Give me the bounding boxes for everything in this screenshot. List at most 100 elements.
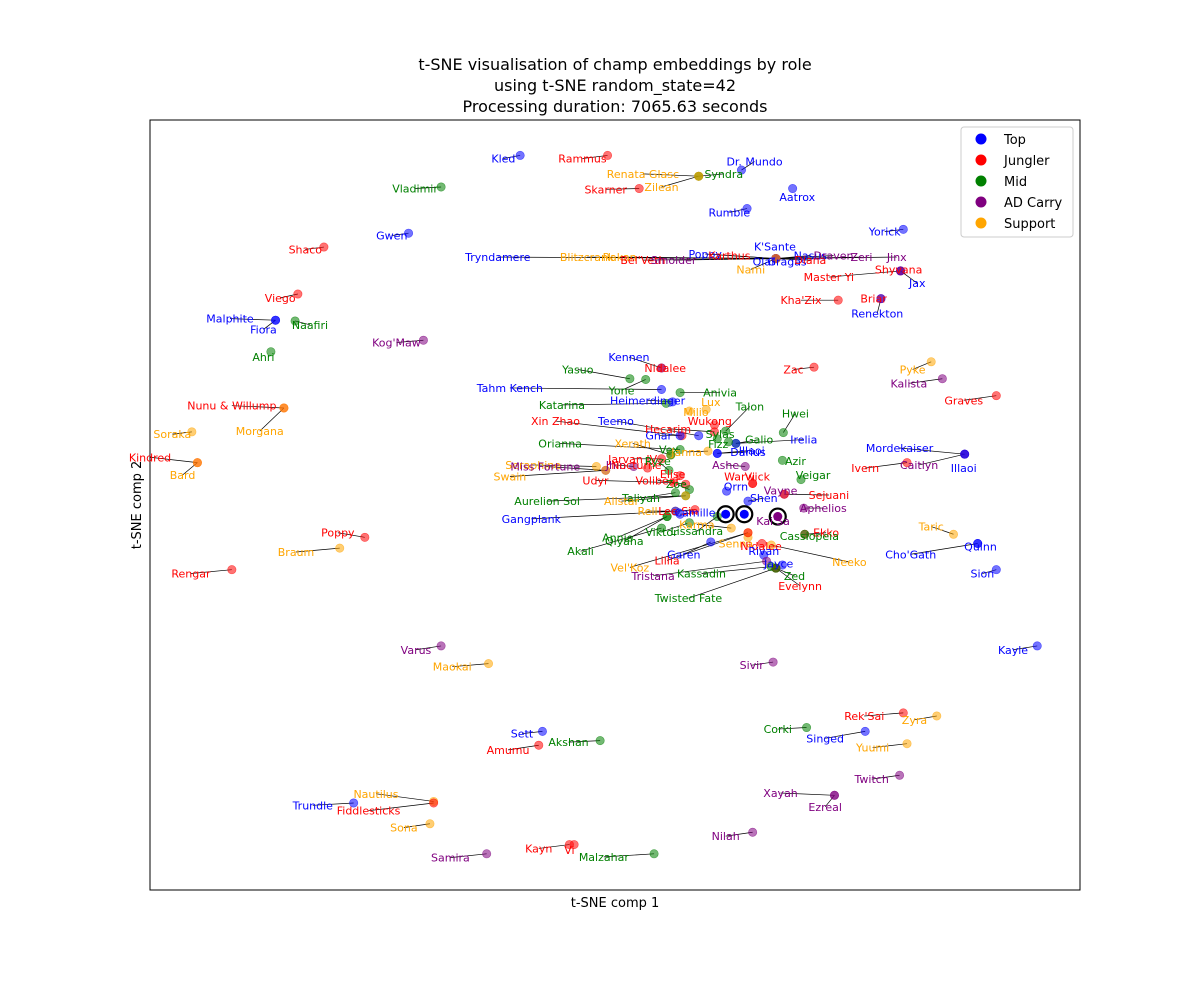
leader-line bbox=[580, 527, 662, 552]
leader-line bbox=[825, 731, 866, 739]
point-label: Hecarim bbox=[645, 423, 691, 436]
point-label: Jarvan IV bbox=[607, 453, 657, 466]
point-label: Kog'Maw bbox=[372, 337, 421, 350]
point-label: Xayah bbox=[763, 787, 798, 800]
data-point bbox=[706, 537, 716, 547]
point-label: Karthus bbox=[708, 250, 751, 263]
data-point bbox=[601, 465, 611, 475]
data-point bbox=[271, 315, 281, 325]
data-point bbox=[675, 471, 685, 481]
data-point bbox=[591, 461, 601, 471]
data-point bbox=[829, 790, 839, 800]
data-point bbox=[991, 565, 1001, 575]
data-point bbox=[656, 363, 666, 373]
data-point bbox=[723, 437, 733, 447]
leader-line bbox=[696, 523, 732, 529]
data-point bbox=[515, 150, 525, 160]
point-label: Shaco bbox=[289, 243, 323, 256]
point-label: Vex bbox=[659, 444, 679, 457]
point-label: Rengar bbox=[171, 568, 211, 581]
highlight-markers bbox=[716, 505, 787, 526]
data-point bbox=[484, 659, 494, 669]
data-point bbox=[898, 224, 908, 234]
leader-line bbox=[775, 256, 897, 259]
data-point bbox=[694, 431, 704, 441]
point-label: Nami bbox=[736, 263, 765, 276]
data-point bbox=[860, 726, 870, 736]
point-label: Aurelion Sol bbox=[514, 495, 580, 508]
point-label: Tristana bbox=[631, 570, 675, 583]
point-label: Smolder bbox=[651, 254, 697, 267]
point-label: Zac bbox=[783, 363, 803, 376]
leader-line bbox=[547, 495, 686, 502]
data-point bbox=[279, 403, 289, 413]
data-point bbox=[788, 184, 798, 194]
point-label: Orrn bbox=[724, 481, 748, 494]
point-label: Sona bbox=[390, 822, 417, 835]
data-point bbox=[1032, 641, 1042, 651]
point-label: Blitzcrank bbox=[560, 251, 615, 264]
data-point bbox=[187, 427, 197, 437]
point-label: Caitlyn bbox=[900, 459, 938, 472]
point-label: Diana bbox=[794, 254, 826, 267]
data-point bbox=[666, 450, 676, 460]
data-point bbox=[192, 458, 202, 468]
data-point bbox=[802, 723, 812, 733]
leader-line bbox=[735, 439, 804, 444]
point-label: Camille bbox=[674, 507, 715, 520]
point-label: Vladimir bbox=[392, 183, 438, 196]
point-label: Sett bbox=[511, 728, 534, 741]
data-point bbox=[960, 449, 970, 459]
data-point bbox=[703, 446, 713, 456]
legend-marker bbox=[975, 154, 987, 166]
data-point bbox=[290, 316, 300, 326]
highlight-point bbox=[739, 509, 749, 519]
point-label: Lux bbox=[701, 396, 721, 409]
data-point bbox=[656, 454, 666, 464]
point-label: Irelia bbox=[790, 434, 817, 447]
point-label: K'Sante bbox=[754, 240, 796, 253]
point-label: Mordekaiser bbox=[866, 442, 934, 455]
highlight-ring bbox=[735, 505, 754, 524]
data-point bbox=[779, 489, 789, 499]
point-label: Tryndamere bbox=[464, 251, 531, 264]
point-label: Kindred bbox=[129, 451, 171, 464]
leader-line bbox=[661, 522, 690, 533]
point-label: Shyvana bbox=[875, 263, 922, 276]
data-point bbox=[349, 798, 359, 808]
point-label: Heimerdinger bbox=[610, 394, 686, 407]
point-label: Gwen bbox=[376, 230, 407, 243]
data-point bbox=[743, 496, 753, 506]
legend: Top Jungler Mid AD Carry Support bbox=[960, 126, 1074, 238]
leader-line bbox=[259, 407, 285, 432]
leader-line bbox=[871, 774, 900, 780]
data-point bbox=[404, 228, 414, 238]
data-point bbox=[937, 374, 947, 384]
data-point bbox=[429, 798, 439, 808]
point-label: Rakan bbox=[603, 251, 637, 264]
legend-marker bbox=[975, 133, 987, 145]
legend-marker bbox=[975, 175, 987, 187]
point-label: Orianna bbox=[538, 437, 582, 450]
point-label: Akali bbox=[567, 545, 594, 558]
leader-line bbox=[653, 560, 767, 577]
point-label: Azir bbox=[785, 455, 806, 468]
point-label: Ryze bbox=[645, 455, 671, 468]
leader-line bbox=[629, 532, 749, 568]
point-label: Illaoi bbox=[951, 462, 977, 475]
leader-line bbox=[149, 456, 198, 463]
point-label: Viktor bbox=[645, 526, 678, 539]
data-point bbox=[537, 726, 547, 736]
point-label: Cho'Gath bbox=[885, 548, 936, 561]
point-label: Quinn bbox=[964, 541, 997, 554]
data-point bbox=[319, 242, 329, 252]
leader-line bbox=[509, 470, 606, 477]
leader-line bbox=[452, 663, 489, 668]
point-label: Nasus bbox=[794, 250, 828, 263]
data-point bbox=[656, 523, 666, 533]
point-label: Naafiri bbox=[292, 319, 328, 332]
leader-line bbox=[312, 802, 354, 806]
point-label: Olaf bbox=[753, 256, 776, 269]
data-point bbox=[701, 405, 711, 415]
leader-line bbox=[828, 270, 901, 278]
